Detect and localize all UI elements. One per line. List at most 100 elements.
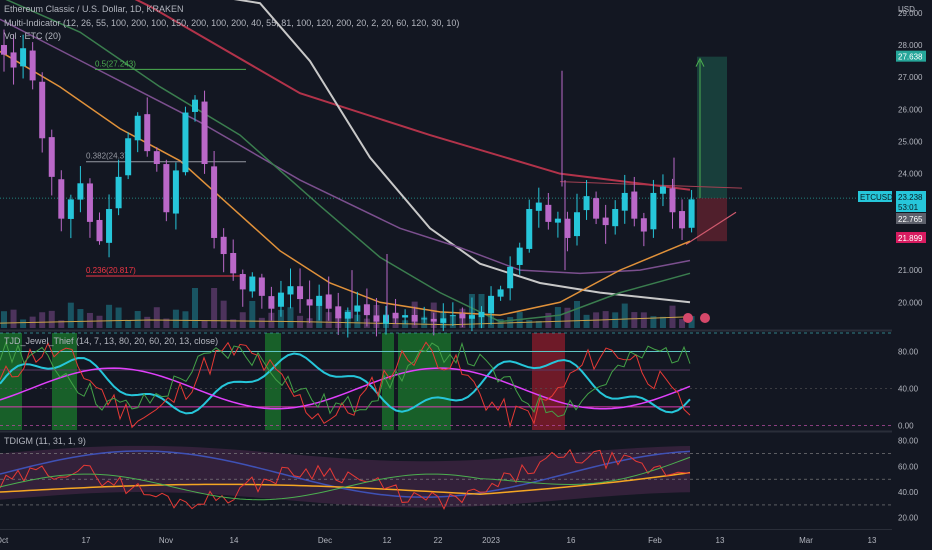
time-tick: 14: [230, 536, 239, 545]
stop-level-tag: 22.765: [898, 215, 923, 224]
highlight-zone: [382, 333, 394, 430]
candle-body: [58, 179, 65, 219]
volume-bar: [631, 312, 638, 328]
volume-bar: [650, 316, 657, 328]
candle-body: [96, 219, 103, 242]
highlight-zone: [0, 333, 22, 430]
volume-bar: [96, 315, 103, 328]
low-level-tag-bg: [896, 232, 926, 243]
long-position-tool[interactable]: [559, 56, 743, 245]
osc1-fast-line: [0, 352, 691, 415]
volume-bar: [545, 312, 552, 328]
jewel-thief-label[interactable]: TJD_Jewel_Thief (14, 7, 13, 80, 20, 60, …: [4, 336, 219, 346]
highlight-zone: [265, 333, 281, 430]
osc1-raw-red: [0, 341, 691, 429]
time-axis[interactable]: Oct 17 Nov 14 Dec 12 22 2023 16 Feb 13 Mar 13: [0, 536, 877, 545]
candle-body: [297, 286, 304, 300]
volume-bar: [163, 318, 170, 328]
volume-bar: [287, 307, 294, 328]
tdigm-label[interactable]: TDIGM (11, 31, 1, 9): [4, 436, 86, 446]
candle-body: [669, 188, 676, 213]
candle-body: [115, 176, 122, 209]
candle-body: [1, 45, 7, 55]
volume-bar: [688, 316, 695, 328]
candle-body: [125, 138, 132, 176]
price-tick: 24.000: [898, 170, 923, 179]
volume-bar: [134, 311, 141, 328]
volume-bar: [153, 307, 160, 328]
candle-body: [77, 183, 84, 200]
time-tick: Feb: [648, 536, 662, 545]
fib-label: 0.5(27.243): [95, 59, 136, 68]
candle-body: [468, 315, 475, 319]
candle-body: [449, 315, 456, 317]
volume-bar: [258, 317, 265, 328]
candle-body: [230, 252, 237, 274]
candle-body: [574, 212, 580, 237]
candle-body: [134, 115, 141, 141]
fib-label: 0.236(20.817): [86, 266, 136, 275]
candle-body: [516, 247, 523, 265]
low-level-tag: 21.899: [898, 234, 923, 243]
volume-bar: [182, 311, 189, 328]
volume-bar: [144, 316, 151, 328]
candle-body: [316, 295, 323, 306]
volume-bar: [10, 309, 17, 328]
osc1-tick: 0.00: [898, 421, 914, 430]
osc2-rsi-line: [0, 448, 691, 511]
volume-bar: [239, 312, 246, 328]
volume-bar: [86, 312, 93, 328]
volume-bar: [306, 318, 313, 328]
osc2-upper-line: [0, 450, 691, 498]
price-tick: 27.000: [898, 73, 923, 82]
candle-body: [402, 315, 409, 318]
ma-red-line: [134, 0, 691, 191]
price-tick: 20.000: [898, 298, 923, 307]
axis-background: [892, 0, 932, 550]
time-tick: Dec: [318, 536, 332, 545]
ma-green-line: [5, 0, 691, 323]
time-tick: Oct: [0, 536, 9, 545]
volume-bar: [192, 288, 198, 328]
time-tick: 22: [434, 536, 443, 545]
volume-indicator-label[interactable]: Vol · ETC (20): [4, 31, 62, 41]
candle-body: [545, 204, 552, 222]
time-tick: 13: [868, 536, 877, 545]
stop-level-tag-bg: [896, 213, 926, 224]
osc1-raw-green: [0, 340, 691, 418]
candle-body: [220, 236, 227, 255]
target-price-tag-bg: [896, 50, 926, 62]
candle-body: [583, 196, 590, 211]
candle-body: [411, 315, 418, 322]
candle-body: [39, 81, 46, 139]
candle-body: [163, 164, 170, 213]
volume-bar: [679, 319, 686, 328]
osc1-tick: 40.00: [898, 384, 919, 393]
support-trendline: [685, 211, 737, 245]
volume-bar: [201, 320, 208, 328]
volume-bar: [612, 312, 619, 328]
volume-bar: [640, 312, 647, 328]
candle-body: [201, 101, 208, 164]
ma-purple-line: [0, 18, 691, 275]
candle-body: [650, 192, 657, 230]
volume-bar: [220, 300, 227, 328]
volume-bar: [277, 309, 284, 328]
volume-bar: [39, 312, 46, 328]
candle-body: [29, 50, 36, 81]
volume-bar: [535, 320, 542, 328]
target-price-tag: 27.638: [898, 53, 923, 62]
symbol-tag-bg: [858, 191, 892, 202]
candle-body: [48, 137, 55, 177]
time-tick: Nov: [159, 536, 173, 545]
symbol-title[interactable]: Ethereum Classic / U.S. Dollar, 1D, KRAK…: [4, 4, 184, 14]
fib-label: 0.382(24.37): [86, 152, 132, 161]
position-arrowhead: [695, 57, 705, 67]
candle-body: [325, 294, 332, 309]
volume-bar: [354, 314, 361, 328]
multi-indicator-label[interactable]: Multi-Indicator (12, 26, 55, 100, 200, 1…: [4, 18, 460, 28]
osc2-tick: 40.00: [898, 488, 919, 497]
osc2-tick: 20.00: [898, 514, 919, 523]
